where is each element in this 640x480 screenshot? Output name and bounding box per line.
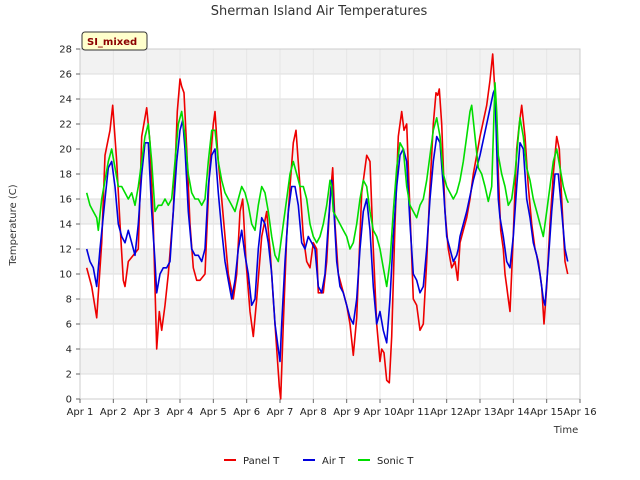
y-tick-label: 6 [66,320,72,331]
legend-label-panel-t: Panel T [243,456,280,467]
x-tick-label: Apr 15 [530,407,563,418]
y-tick-label: 4 [66,345,72,356]
y-tick-label: 18 [59,170,72,181]
y-tick-label: 28 [59,45,72,56]
x-tick-label: Apr 4 [167,407,194,418]
x-tick-label: Apr 10 [363,407,396,418]
plot-band [80,99,580,124]
x-axis-ticks: Apr 1 Apr 2 Apr 3 Apr 4 Apr 5 Apr 6 Apr 7 Apr 8… [67,399,597,418]
y-tick-label: 24 [59,95,72,106]
series-line-panel-t [85,53,569,400]
x-tick-label: Apr 12 [430,407,463,418]
y-tick-label: 8 [66,295,72,306]
y-tick-label: 0 [66,395,72,406]
x-tick-label: Apr 16 [563,407,596,418]
dataset-badge: SI_mixed [81,31,148,51]
x-tick-label: Apr 8 [300,407,327,418]
y-axis-label: Temperature (C) [8,184,19,266]
y-tick-label: 2 [66,370,72,381]
legend: Panel T Air T Sonic T [224,456,414,467]
dataset-badge-label: SI_mixed [87,37,137,48]
x-tick-label: Apr 5 [200,407,227,418]
dataset-badge-box [81,31,148,51]
legend-label-sonic-t: Sonic T [377,456,414,467]
plot-band [80,149,580,174]
legend-label-air-t: Air T [322,456,346,467]
y-tick-label: 12 [59,245,72,256]
x-tick-label: Apr 2 [100,407,127,418]
x-tick-label: Apr 9 [333,407,360,418]
x-axis-label: Time [553,425,578,436]
plot-band [80,249,580,274]
plot-band [80,49,580,74]
x-tick-label: Apr 14 [497,407,530,418]
y-tick-label: 14 [59,220,72,231]
y-tick-label: 26 [59,70,72,81]
x-tick-label: Apr 6 [233,407,260,418]
y-tick-label: 16 [59,195,72,206]
x-tick-label: Apr 7 [267,407,294,418]
series-layer [85,53,570,400]
x-tick-label: Apr 13 [463,407,496,418]
series-line-sonic-t [85,82,570,288]
plot-band [80,349,580,374]
y-tick-label: 20 [59,145,72,156]
y-tick-label: 22 [59,120,72,131]
chart-title: Sherman Island Air Temperatures [211,4,428,19]
y-tick-label: 10 [59,270,72,281]
x-tick-label: Apr 3 [133,407,160,418]
x-tick-label: Apr 11 [397,407,430,418]
x-tick-label: Apr 1 [67,407,94,418]
